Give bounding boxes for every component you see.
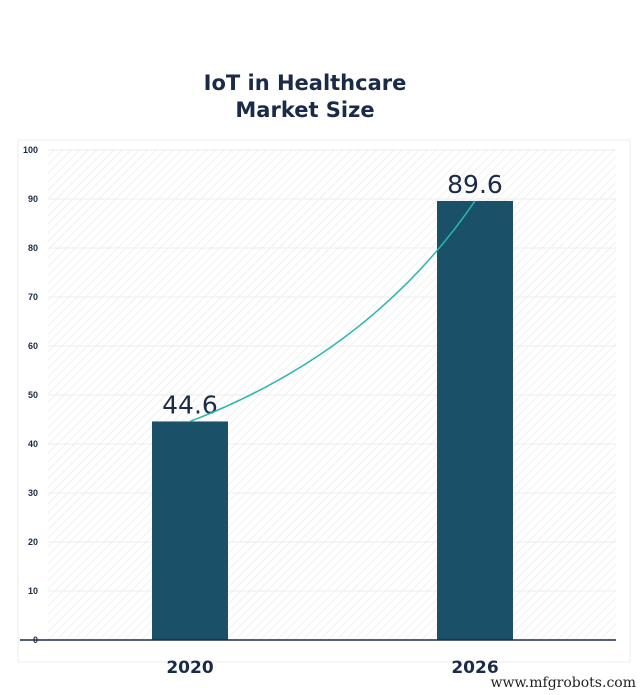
bar-2026	[437, 200, 513, 640]
x-tick-label: 2020	[166, 658, 213, 678]
title-line-2: Market Size	[235, 98, 375, 122]
watermark: www.mfgrobots.com	[490, 675, 636, 691]
y-tick-label: 10	[28, 586, 38, 596]
y-tick-label: 40	[28, 439, 38, 449]
y-tick-label: 30	[28, 488, 38, 498]
y-tick-label: 90	[28, 194, 38, 204]
bar-2020	[152, 421, 228, 640]
y-tick-label: 20	[28, 537, 38, 547]
data-label: 44.6	[162, 390, 218, 419]
y-tick-label: 60	[28, 341, 38, 351]
title-line-1: IoT in Healthcare	[203, 71, 407, 95]
trend-line	[189, 200, 476, 423]
chart-title: IoT in Healthcare Market Size	[0, 70, 610, 124]
data-label: 89.6	[447, 170, 503, 199]
y-tick-label: 80	[28, 243, 38, 253]
x-tick-label: 2026	[451, 658, 498, 678]
y-tick-label: 100	[23, 145, 38, 155]
y-tick-label: 70	[28, 292, 38, 302]
y-tick-label: 50	[28, 390, 38, 400]
